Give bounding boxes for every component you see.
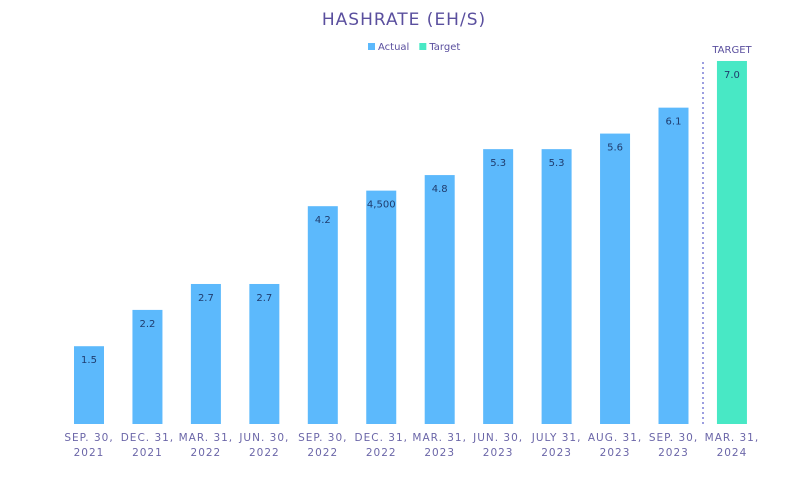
data-label: 5.3 xyxy=(549,158,565,169)
data-label: 4.2 xyxy=(315,215,331,226)
bar xyxy=(249,283,280,424)
x-tick-label: DEC. 31, 2022 xyxy=(354,432,408,459)
legend-swatch xyxy=(368,43,375,50)
chart-title: HASHRATE (EH/S) xyxy=(322,10,486,30)
x-tick-label: MAR. 31, 2023 xyxy=(412,432,467,459)
bar xyxy=(716,60,747,424)
x-tick-label: MAR. 31, 2022 xyxy=(178,432,234,459)
x-tick-label: SEP. 30, 2021 xyxy=(64,432,114,459)
data-label: 6.1 xyxy=(666,117,682,128)
legend-label: Actual xyxy=(378,42,409,53)
x-tick-label: SEP. 30, 2023 xyxy=(648,432,699,459)
data-label: 2.7 xyxy=(198,293,214,304)
bar xyxy=(541,149,572,424)
bar xyxy=(658,107,689,425)
annotation: TARGET xyxy=(711,45,752,56)
bar xyxy=(424,175,455,424)
bar xyxy=(74,346,104,424)
data-label: 5.6 xyxy=(607,143,623,154)
data-label: 1.5 xyxy=(81,355,97,366)
bar xyxy=(190,283,221,424)
data-label: 5.3 xyxy=(490,158,506,169)
x-tick-label: AUG. 31, 2023 xyxy=(587,432,643,459)
legend-swatch xyxy=(419,43,427,50)
x-tick-label: JUN. 30, 2022 xyxy=(239,432,290,459)
data-label: 4,500 xyxy=(367,200,396,211)
x-tick-label: MAR. 31, 2024 xyxy=(704,432,760,459)
bar xyxy=(307,206,338,424)
data-label: 4.8 xyxy=(432,184,448,195)
bar xyxy=(600,133,631,425)
bar xyxy=(132,309,163,424)
x-tick-label: DEC. 31, 2021 xyxy=(120,432,175,459)
x-tick-label: JULY 31, 2023 xyxy=(531,432,582,459)
bar xyxy=(483,149,514,424)
data-label: 2.2 xyxy=(139,319,155,330)
data-label: 7.0 xyxy=(724,70,740,81)
data-label: 2.7 xyxy=(256,293,272,304)
x-tick-label: SEP. 30, 2022 xyxy=(298,432,348,459)
bar xyxy=(366,190,397,424)
x-tick-label: JUN. 30, 2023 xyxy=(473,432,524,459)
legend-label: Target xyxy=(428,42,460,53)
